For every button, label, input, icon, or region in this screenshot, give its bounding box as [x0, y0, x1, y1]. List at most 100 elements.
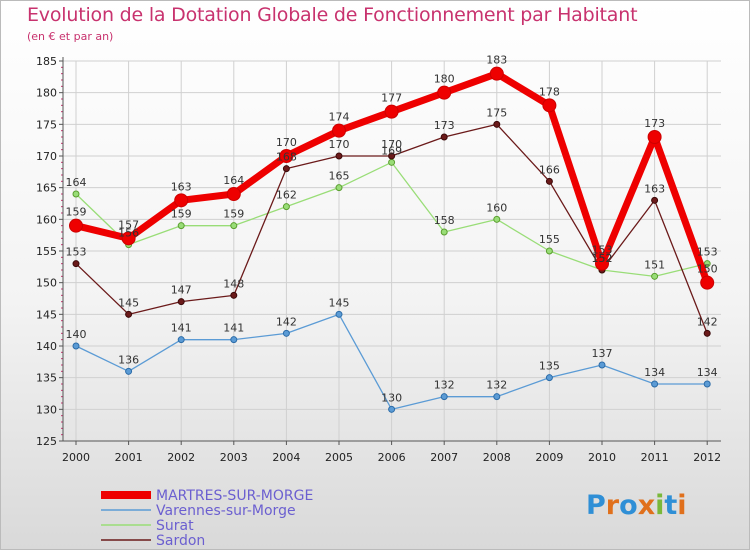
- data-label: 151: [644, 258, 665, 271]
- data-label: 165: [329, 170, 350, 183]
- data-point: [174, 193, 189, 208]
- data-point: [545, 247, 553, 255]
- data-label: 173: [434, 119, 455, 132]
- x-tick-label: 2009: [535, 451, 563, 464]
- data-point: [282, 203, 290, 211]
- data-point: [335, 152, 343, 160]
- proxiti-logo: Proxiti: [586, 490, 687, 521]
- logo-letter: P: [586, 490, 606, 521]
- data-label: 155: [539, 233, 560, 246]
- data-point: [493, 120, 501, 128]
- data-label: 170: [381, 138, 402, 151]
- data-label: 141: [171, 322, 192, 335]
- data-label: 145: [329, 296, 350, 309]
- data-point: [493, 215, 501, 223]
- data-point: [177, 298, 185, 306]
- data-point: [177, 222, 185, 230]
- data-point: [230, 291, 238, 299]
- data-point: [595, 256, 609, 271]
- data-point: [230, 222, 238, 230]
- y-tick-label: 150: [36, 277, 57, 290]
- x-tick-label: 2008: [483, 451, 511, 464]
- data-label: 162: [276, 189, 297, 202]
- data-point: [335, 310, 343, 318]
- legend: MARTRES-SUR-MORGEVarennes-sur-MorgeSurat…: [101, 488, 313, 549]
- y-tick-label: 155: [36, 245, 57, 258]
- data-label: 173: [644, 117, 665, 130]
- y-tick-label: 130: [36, 403, 57, 416]
- data-point: [489, 66, 504, 81]
- data-label: 163: [644, 182, 665, 195]
- data-point: [69, 218, 83, 233]
- data-label: 159: [66, 206, 87, 219]
- data-label: 153: [66, 246, 87, 259]
- legend-label: MARTRES-SUR-MORGE: [156, 488, 313, 504]
- logo-letter: o: [619, 490, 638, 521]
- legend-label: Sardon: [156, 533, 205, 549]
- x-tick-label: 2007: [430, 451, 458, 464]
- data-label: 168: [276, 151, 297, 164]
- data-point: [542, 98, 557, 113]
- data-point: [598, 361, 606, 369]
- logo-letter: i: [677, 490, 687, 521]
- axes: 125 130 135 140 145 150 155 160 165 170 175 180 185 2…: [36, 55, 721, 464]
- data-label: 166: [539, 163, 560, 176]
- data-point: [647, 130, 662, 144]
- data-label: 142: [276, 315, 297, 328]
- data-label: 170: [276, 136, 297, 149]
- data-label: 132: [434, 379, 455, 392]
- data-point: [437, 85, 452, 100]
- data-label: 148: [223, 277, 244, 290]
- data-point: [226, 187, 241, 201]
- data-label: 141: [223, 322, 244, 335]
- logo-letter: t: [664, 490, 678, 521]
- y-tick-label: 175: [36, 118, 57, 131]
- data-label: 157: [118, 218, 139, 231]
- x-tick-label: 2005: [325, 451, 353, 464]
- data-label: 152: [592, 252, 613, 265]
- data-point: [388, 152, 396, 160]
- data-labels-layer: 140 136 141 141 142 145 130 132 132 135 137 134 134 1…: [66, 54, 718, 405]
- data-label: 163: [171, 180, 192, 193]
- data-point: [282, 329, 290, 337]
- y-tick-label: 125: [36, 435, 57, 448]
- data-label: 174: [329, 111, 350, 124]
- data-point: [72, 190, 80, 198]
- legend-label: Varennes-sur-Morge: [156, 503, 296, 519]
- data-point: [651, 272, 659, 280]
- legend-label: Surat: [156, 518, 194, 534]
- data-label: 177: [381, 92, 402, 105]
- data-point: [703, 260, 711, 268]
- data-label: 169: [381, 144, 402, 157]
- data-label: 170: [329, 138, 350, 151]
- data-point: [121, 231, 136, 246]
- data-label: 150: [697, 263, 718, 276]
- data-label: 164: [66, 176, 87, 189]
- logo-letter: i: [655, 490, 665, 521]
- data-point: [545, 374, 553, 382]
- data-point: [703, 329, 711, 337]
- data-label: 159: [223, 208, 244, 221]
- data-point: [651, 196, 659, 204]
- data-label: 178: [539, 85, 560, 98]
- data-point: [703, 380, 711, 388]
- data-point: [230, 336, 238, 344]
- data-point: [125, 310, 133, 318]
- data-label: 145: [118, 296, 139, 309]
- data-label: 175: [486, 106, 507, 119]
- data-label: 147: [171, 284, 192, 297]
- data-label: 132: [486, 379, 507, 392]
- data-point: [440, 133, 448, 141]
- data-label: 160: [486, 201, 507, 214]
- data-label: 153: [697, 246, 718, 259]
- series-layer: [69, 66, 715, 413]
- data-point: [335, 184, 343, 192]
- data-label: 180: [434, 73, 455, 86]
- y-tick-label: 135: [36, 372, 57, 385]
- data-point: [332, 123, 346, 138]
- data-point: [282, 165, 290, 173]
- chart-subtitle: (en € et par an): [27, 30, 114, 43]
- series-martres-sur-morge: [69, 66, 715, 290]
- data-point: [72, 342, 80, 350]
